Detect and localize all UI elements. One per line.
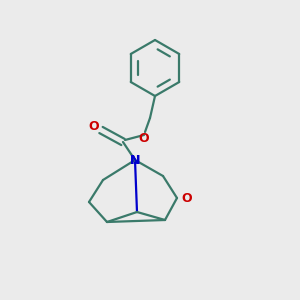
Text: N: N: [130, 154, 140, 166]
Text: N: N: [130, 154, 140, 166]
Text: O: O: [139, 131, 149, 145]
Text: O: O: [182, 191, 192, 205]
Text: O: O: [89, 119, 99, 133]
